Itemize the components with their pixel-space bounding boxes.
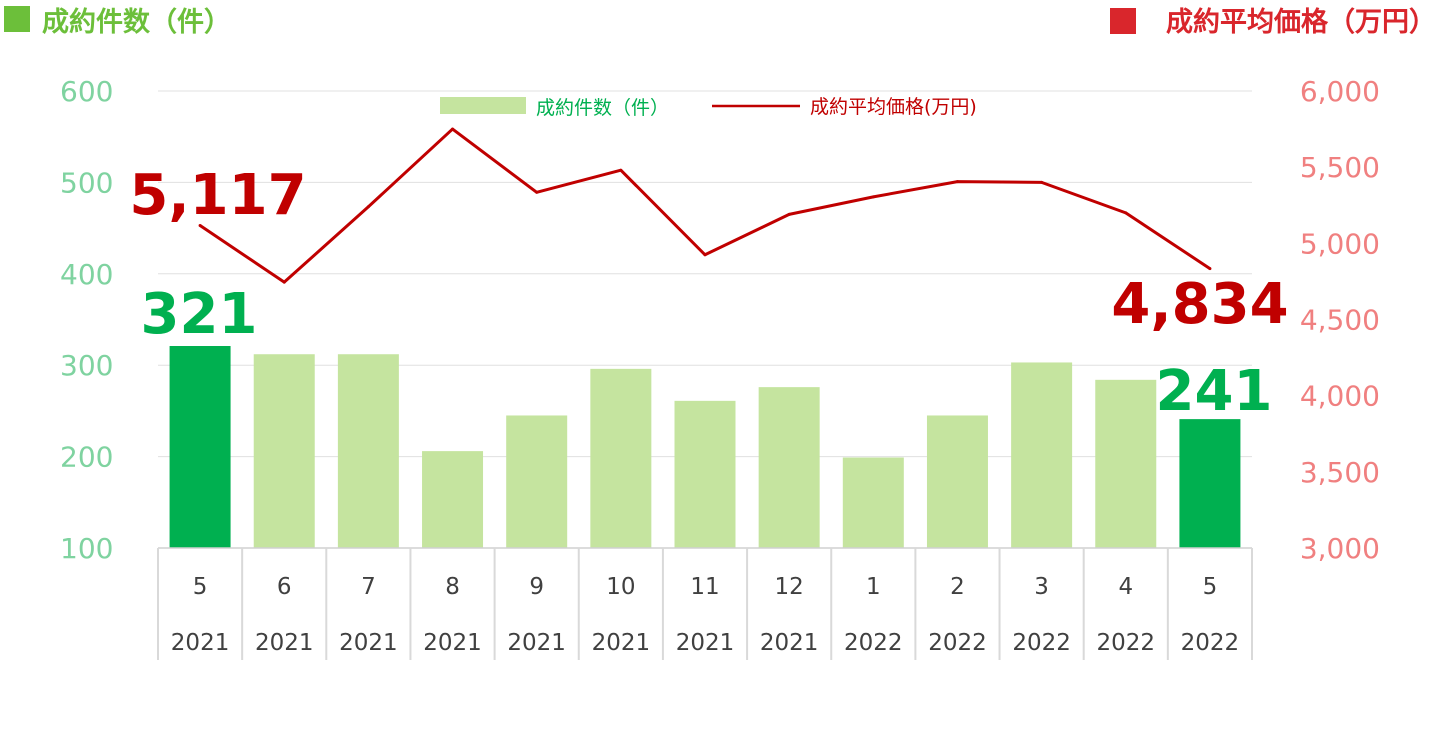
bar bbox=[1179, 419, 1241, 548]
category-month-label: 5 bbox=[193, 574, 208, 600]
price-point bbox=[198, 224, 202, 228]
price-point bbox=[1208, 267, 1212, 271]
legend-line-label: 成約平均価格(万円) bbox=[810, 96, 977, 118]
price-point bbox=[451, 127, 455, 131]
category-month-label: 2 bbox=[950, 574, 965, 600]
bar bbox=[926, 415, 988, 548]
left-axis-tick-label: 300 bbox=[60, 349, 113, 382]
legend-bar-label: 成約件数（件） bbox=[536, 97, 669, 119]
price-line bbox=[199, 127, 1211, 284]
right-axis-tick-label: 4,500 bbox=[1300, 304, 1380, 337]
category-year-label: 2022 bbox=[1012, 630, 1071, 656]
category-month-label: 12 bbox=[775, 574, 804, 600]
price-point bbox=[535, 190, 539, 194]
left-axis-title: 成約件数（件） bbox=[42, 6, 231, 38]
bar bbox=[1095, 379, 1157, 548]
price-point bbox=[282, 280, 286, 284]
bar bbox=[842, 457, 904, 548]
bar bbox=[506, 415, 568, 548]
price-point bbox=[955, 180, 959, 184]
right-axis-tick-label: 3,000 bbox=[1300, 532, 1380, 565]
bar bbox=[1011, 362, 1073, 548]
category-year-label: 2021 bbox=[507, 630, 566, 656]
bar-last-value-label: 241 bbox=[1156, 359, 1273, 424]
category-month-label: 5 bbox=[1203, 574, 1218, 600]
bar bbox=[758, 387, 820, 548]
left-axis-tick-label: 100 bbox=[60, 532, 113, 565]
category-month-label: 3 bbox=[1034, 574, 1049, 600]
line-last-value-label: 4,834 bbox=[1111, 272, 1288, 337]
price-point bbox=[1040, 180, 1044, 184]
legend-bar-swatch bbox=[440, 97, 526, 114]
price-point bbox=[1124, 211, 1128, 215]
price-point bbox=[871, 195, 875, 199]
left-title-swatch bbox=[4, 6, 30, 32]
bar bbox=[674, 400, 736, 548]
right-axis-tick-label: 6,000 bbox=[1300, 75, 1380, 108]
category-year-label: 2022 bbox=[1096, 630, 1155, 656]
category-year-label: 2021 bbox=[592, 630, 651, 656]
bar bbox=[253, 354, 315, 548]
category-year-label: 2022 bbox=[1181, 630, 1240, 656]
category-month-label: 1 bbox=[866, 574, 881, 600]
right-axis-tick-label: 5,500 bbox=[1300, 151, 1380, 184]
category-year-label: 2021 bbox=[339, 630, 398, 656]
price-point bbox=[619, 168, 623, 172]
right-axis-title: 成約平均価格（万円） bbox=[1166, 6, 1436, 38]
right-axis-tick-label: 5,000 bbox=[1300, 227, 1380, 260]
category-year-label: 2021 bbox=[423, 630, 482, 656]
category-year-label: 2021 bbox=[676, 630, 735, 656]
category-month-label: 7 bbox=[361, 574, 376, 600]
category-month-label: 9 bbox=[529, 574, 544, 600]
right-axis-tick-label: 4,000 bbox=[1300, 380, 1380, 413]
category-year-label: 2022 bbox=[928, 630, 987, 656]
left-axis-tick-label: 400 bbox=[60, 258, 113, 291]
left-axis-tick-label: 600 bbox=[60, 75, 113, 108]
line-first-value-label: 5,117 bbox=[129, 163, 306, 228]
right-axis-tick-label: 3,500 bbox=[1300, 456, 1380, 489]
category-month-label: 8 bbox=[445, 574, 460, 600]
category-year-label: 2021 bbox=[760, 630, 819, 656]
bar bbox=[422, 451, 484, 548]
category-month-label: 6 bbox=[277, 574, 292, 600]
category-month-label: 4 bbox=[1118, 574, 1133, 600]
right-title-swatch bbox=[1110, 8, 1136, 34]
category-month-label: 11 bbox=[690, 574, 719, 600]
price-point bbox=[366, 205, 370, 209]
category-year-label: 2021 bbox=[171, 630, 230, 656]
bar-first-value-label: 321 bbox=[141, 282, 258, 347]
bar bbox=[590, 368, 652, 548]
price-point bbox=[787, 212, 791, 216]
category-month-label: 10 bbox=[606, 574, 635, 600]
bar bbox=[169, 346, 231, 548]
price-point bbox=[703, 253, 707, 257]
left-axis-tick-label: 200 bbox=[60, 441, 113, 474]
category-year-label: 2021 bbox=[255, 630, 314, 656]
bar bbox=[337, 354, 399, 548]
left-axis-tick-label: 500 bbox=[60, 166, 113, 199]
category-year-label: 2022 bbox=[844, 630, 903, 656]
